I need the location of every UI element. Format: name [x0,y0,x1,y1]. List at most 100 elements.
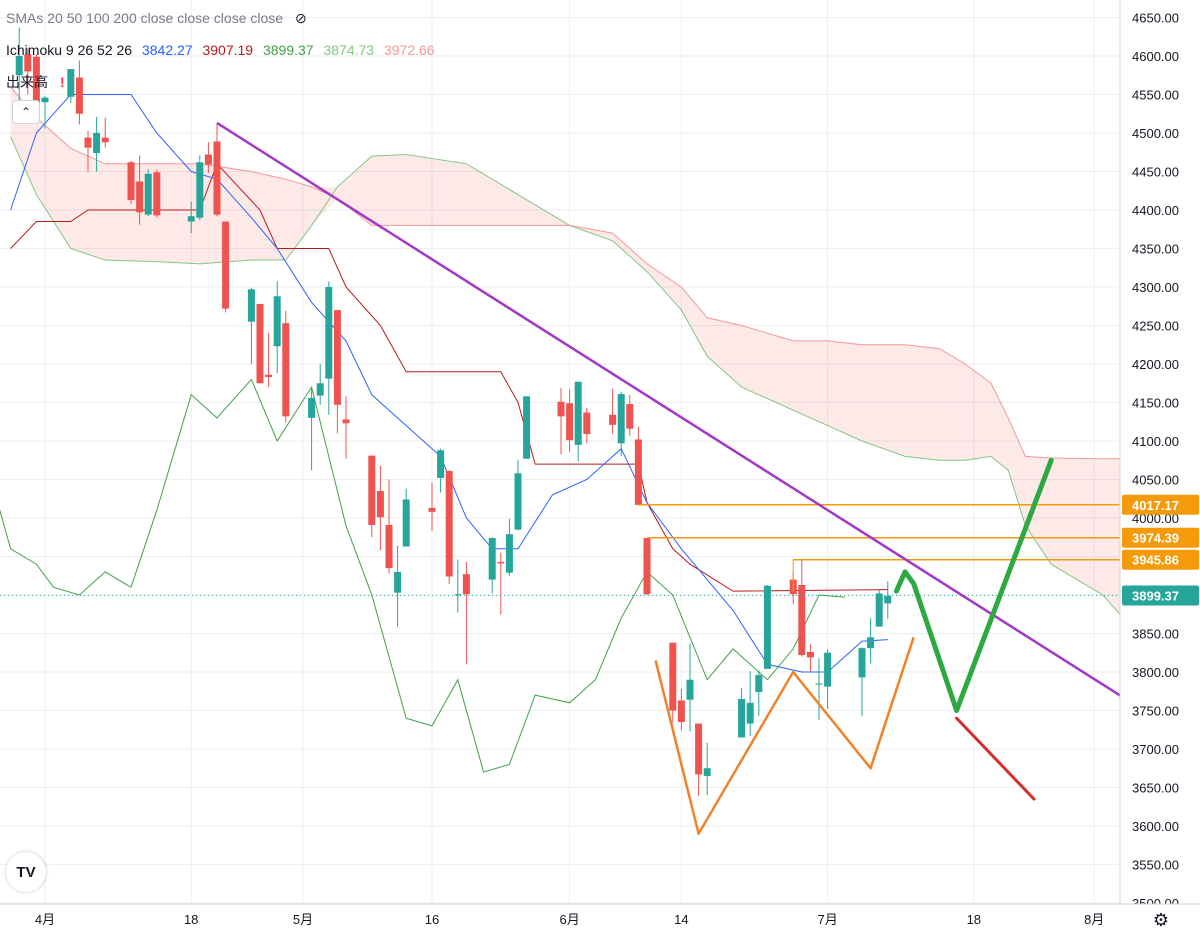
collapse-legend-button[interactable]: ⌃ [12,100,40,124]
candle-body [695,723,703,775]
candle [867,618,875,664]
ichimoku-legend[interactable]: Ichimoku 9 26 52 26 3842.27 3907.19 3899… [6,42,441,58]
candle [204,142,212,174]
candle [144,169,152,217]
price-tick-label: 4500.00 [1132,126,1179,141]
candle [763,584,771,669]
candle [265,333,273,388]
price-tick-label: 4100.00 [1132,434,1179,449]
candle-body [746,702,754,724]
price-label-bg [1122,585,1199,606]
ichimoku-legend-label: Ichimoku 9 26 52 26 [6,42,133,58]
candle-body [514,473,522,530]
candle-body [127,162,135,200]
candle [333,310,341,434]
candle [187,201,195,234]
candle [308,387,316,471]
tenkan-sen [10,94,888,673]
price-label-bg [1122,549,1199,570]
candle [75,60,83,125]
candle-body [32,56,40,110]
warning-icon[interactable]: ! [60,74,65,90]
candle [798,559,806,657]
price-axis-bg [1120,0,1200,904]
price-tick-label: 3650.00 [1132,781,1179,796]
price-label-badge: 3899.37 [1122,585,1199,606]
time-tick-label: 14 [674,912,688,927]
candle [41,96,49,129]
candle-body [755,675,763,693]
ichimoku-kijun-value: 3907.19 [202,42,254,58]
candles [15,27,892,796]
ichimoku-senkou-a-value: 3874.73 [323,42,375,58]
price-tick-label: 3750.00 [1132,704,1179,719]
candle [213,122,221,217]
candle [136,155,144,225]
candle [282,310,290,423]
volume-legend-label: 出来高 [6,74,48,90]
candle [84,130,92,172]
candle [488,537,496,594]
candle-body [738,698,746,738]
candle [376,465,384,551]
candle [222,221,230,313]
candle [127,160,135,204]
candle [574,381,582,462]
candle-body [41,97,49,103]
candle-body [583,412,591,435]
candle-body [815,683,823,685]
candle [746,671,754,736]
ichimoku-cloud [10,86,1181,635]
sma-legend[interactable]: SMAs 20 50 100 200 close close close clo… [6,10,313,27]
price-tick-label: 3800.00 [1132,665,1179,680]
candle-body [265,374,273,378]
price-tick-label: 4450.00 [1132,165,1179,180]
candle-body [75,77,83,114]
candle [617,391,625,457]
candle [402,488,410,547]
bearish-projection [955,716,1036,801]
time-tick-label: 6月 [559,912,579,927]
candle-body [93,133,101,154]
ichimoku-tenkan-value: 3842.27 [141,42,193,58]
candle-body [643,538,651,595]
price-label-text: 3974.39 [1132,531,1179,546]
price-tick-label: 4300.00 [1132,280,1179,295]
candle-body [574,381,582,445]
double-bottom-pattern [654,636,915,835]
candle [583,407,591,444]
volume-legend[interactable]: 出来高! [6,72,71,92]
time-tick-label: 18 [184,912,198,927]
candle [368,455,376,538]
candle-body [798,584,806,656]
candle-body [669,642,677,711]
candle [626,394,634,436]
candle-body [609,414,617,425]
candle-body [144,173,152,215]
price-tick-label: 4150.00 [1132,396,1179,411]
tradingview-logo[interactable]: TV [6,852,46,892]
chikou-span [0,378,845,773]
descending-trendline [216,121,1181,735]
candle [153,169,161,218]
candle [695,723,703,796]
candle-body [273,296,281,347]
candle-body [213,141,221,215]
candle-body [325,287,333,379]
settings-gear-icon[interactable]: ⚙ [1153,910,1169,930]
candle [445,470,453,585]
price-label-bg [1122,494,1199,515]
candle-body [316,383,324,396]
cloud-fill [10,86,1181,634]
candle-body [136,181,144,213]
price-tick-label: 3700.00 [1132,742,1179,757]
candle-body [445,471,453,577]
price-tick-label: 4050.00 [1132,473,1179,488]
eye-off-icon[interactable]: ⊘ [295,10,307,26]
candle [67,69,75,103]
candle-body [222,221,230,309]
candle-body [67,69,75,97]
candle-body [824,652,832,687]
candle [247,287,255,364]
